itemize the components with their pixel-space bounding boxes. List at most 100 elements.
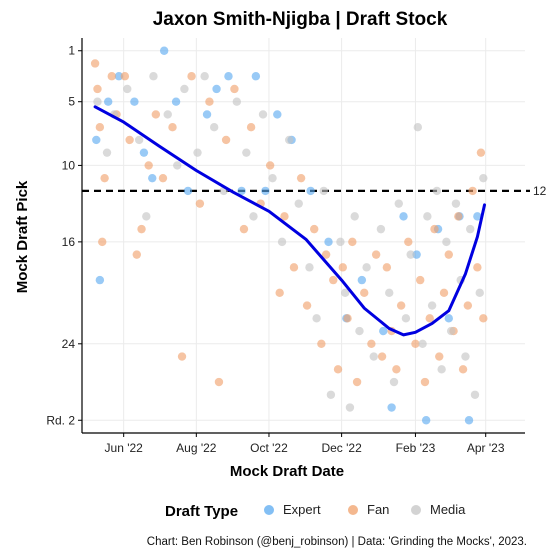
point-fan [392,365,401,374]
point-fan [275,288,284,298]
point-fan [396,301,406,310]
point-expert [306,186,315,196]
point-expert [251,72,261,81]
point-fan [187,72,196,81]
point-fan [144,161,153,170]
point-media [340,288,350,298]
point-expert [464,416,474,425]
point-media [427,301,437,310]
point-expert [148,173,157,183]
point-expert [224,72,233,81]
y-tick-label: 10 [62,158,76,172]
chart-caption: Chart: Ben Robinson (@benj_robinson) | D… [147,536,527,548]
axes: 1 5 10 16 24 Rd. 2 Jun '22 Aug '22 Oct '22 Dec '2… [46,38,525,455]
point-media [326,390,336,399]
point-expert [237,186,246,196]
point-fan [430,224,439,234]
point-media [479,173,488,183]
point-expert [103,97,113,106]
point-media [258,110,268,119]
point-media [242,148,251,157]
point-media [268,173,277,183]
point-fan [158,173,168,183]
point-fan [221,135,231,145]
legend-key-fan [348,505,358,515]
reference-line: 12 [82,184,547,198]
point-media [406,250,415,259]
point-fan [473,263,482,272]
point-expert [399,212,408,221]
point-fan [98,237,107,247]
point-media [305,263,314,272]
point-fan [137,224,146,234]
point-fan [367,339,376,349]
point-expert [183,186,193,196]
point-media [376,224,386,234]
point-fan [90,59,100,68]
point-expert [324,237,333,247]
point-expert [379,326,388,336]
point-expert [473,212,482,221]
point-fan [454,212,463,221]
point-media [442,237,451,247]
point-fan [476,148,486,157]
point-media [149,72,158,81]
point-fan [205,97,214,106]
legend-title: Draft Type [165,503,238,520]
point-media [294,199,303,208]
point-expert [130,97,139,106]
point-media [385,288,394,298]
point-fan [230,84,239,94]
legend-label-fan: Fan [367,502,389,517]
legend-key-media [411,505,421,515]
point-expert [95,275,105,285]
point-media [319,186,328,196]
y-tick-label: Rd. 2 [46,413,75,427]
point-media [209,122,219,132]
point-fan [404,237,413,247]
point-fan [321,250,331,259]
point-fan [377,352,387,361]
point-fan [280,212,289,221]
point-fan [177,352,187,361]
point-fan [458,365,468,374]
point-media [336,237,345,247]
point-expert [114,72,124,81]
point-media [312,314,321,323]
point-fan [100,173,109,183]
reference-line-label: 12 [533,184,547,198]
point-fan [479,314,488,323]
point-fan [107,72,116,81]
legend-label-media: Media [430,502,466,517]
grid [82,38,525,433]
point-fan [333,365,343,374]
point-media [413,122,423,132]
point-media [451,199,461,208]
point-expert [261,186,270,196]
trend-line [93,105,486,337]
y-tick-label: 24 [62,337,76,351]
point-media [475,288,484,298]
x-tick-label: Dec '22 [321,441,362,455]
trend-line-path [93,105,486,337]
point-fan [120,72,130,81]
point-media [93,97,102,106]
point-media [423,212,432,221]
point-media [180,84,189,94]
point-expert [421,416,431,425]
point-fan [439,288,449,298]
point-media [470,390,480,399]
point-media [461,352,470,361]
point-media [277,237,287,247]
point-media [163,110,172,119]
point-media [350,212,359,221]
point-expert [412,250,421,259]
chart-title: Jaxon Smith-Njigba | Draft Stock [153,9,448,30]
point-expert [202,110,212,119]
point-fan [425,314,434,323]
x-tick-label: Jun '22 [105,441,144,455]
point-fan [348,237,357,247]
x-tick-label: Feb '23 [396,441,436,455]
legend-label-expert: Expert [283,502,321,517]
point-fan [338,263,347,272]
